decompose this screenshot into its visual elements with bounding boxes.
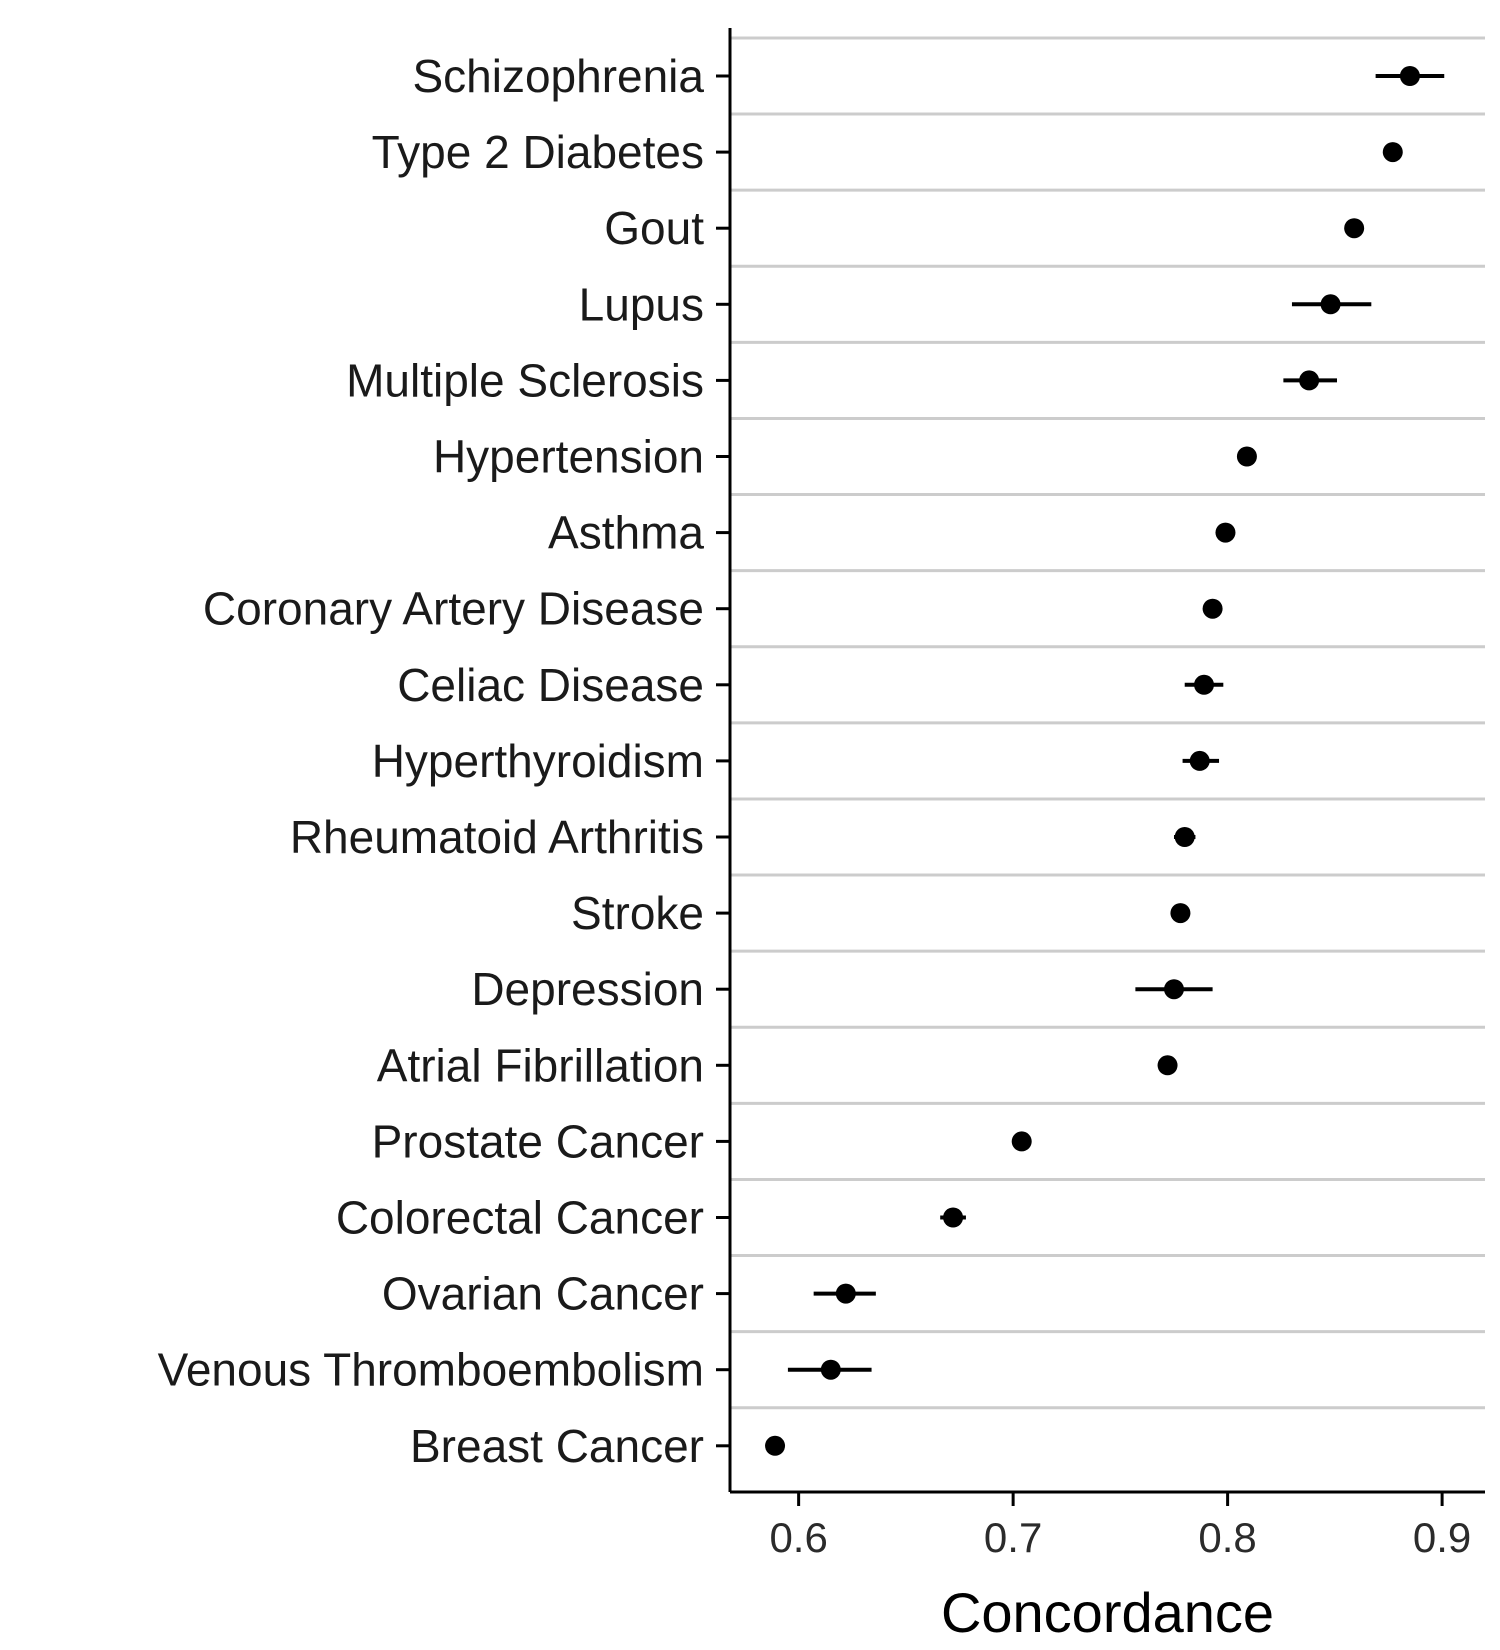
data-point bbox=[765, 1435, 786, 1456]
data-point bbox=[1202, 598, 1223, 619]
y-tick-label: Rheumatoid Arthritis bbox=[290, 811, 704, 863]
data-point bbox=[835, 1283, 856, 1304]
y-tick-label: Ovarian Cancer bbox=[382, 1268, 704, 1320]
y-tick-label: Lupus bbox=[579, 278, 704, 330]
data-point bbox=[820, 1359, 841, 1380]
y-tick-label: Gout bbox=[604, 202, 704, 254]
x-tick-label: 0.8 bbox=[1198, 1514, 1256, 1561]
x-axis-labels: 0.6 0.7 0.8 0.9 bbox=[769, 1514, 1471, 1561]
data-point bbox=[1382, 142, 1403, 163]
y-tick-label: Prostate Cancer bbox=[372, 1115, 704, 1167]
data-point bbox=[1344, 218, 1365, 239]
y-tick-label: Hyperthyroidism bbox=[372, 735, 704, 787]
data-point bbox=[943, 1207, 964, 1228]
x-tick-label: 0.6 bbox=[769, 1514, 827, 1561]
data-point bbox=[1174, 827, 1195, 847]
y-axis-ticks bbox=[716, 74, 730, 1448]
y-tick-label: Multiple Sclerosis bbox=[346, 354, 704, 406]
y-tick-label: Breast Cancer bbox=[410, 1420, 704, 1472]
data-point bbox=[1320, 294, 1341, 315]
data-point bbox=[1236, 446, 1257, 467]
y-tick-label: Hypertension bbox=[433, 431, 704, 483]
y-tick-label: Coronary Artery Disease bbox=[203, 583, 704, 635]
x-axis-title: Concordance bbox=[941, 1581, 1274, 1644]
data-point bbox=[1299, 370, 1320, 391]
y-tick-label: Atrial Fibrillation bbox=[377, 1039, 704, 1091]
data-point bbox=[1157, 1055, 1178, 1076]
data-point bbox=[1194, 674, 1215, 695]
y-tick-label: Depression bbox=[471, 963, 704, 1015]
y-tick-label: Asthma bbox=[548, 507, 704, 559]
data-points bbox=[765, 66, 1420, 1456]
data-point bbox=[1163, 979, 1184, 1000]
y-tick-label: Stroke bbox=[571, 887, 704, 939]
y-tick-label: Schizophrenia bbox=[412, 50, 704, 102]
x-axis-ticks bbox=[797, 1492, 1444, 1506]
data-point bbox=[1399, 66, 1420, 86]
data-point bbox=[1189, 750, 1210, 771]
data-point bbox=[1011, 1131, 1032, 1152]
row-separators bbox=[730, 36, 1485, 1410]
x-tick-label: 0.7 bbox=[984, 1514, 1042, 1561]
data-point bbox=[1170, 903, 1191, 924]
x-tick-label: 0.9 bbox=[1413, 1514, 1471, 1561]
y-tick-label: Type 2 Diabetes bbox=[372, 126, 704, 178]
error-bars bbox=[766, 74, 1445, 1448]
y-tick-label: Colorectal Cancer bbox=[336, 1192, 704, 1244]
y-tick-label: Celiac Disease bbox=[397, 659, 704, 711]
data-point bbox=[1215, 522, 1236, 543]
y-axis-labels: Schizophrenia Type 2 Diabetes Gout Lupus Mul… bbox=[158, 50, 705, 1472]
y-tick-label: Venous Thromboembolism bbox=[158, 1344, 704, 1396]
